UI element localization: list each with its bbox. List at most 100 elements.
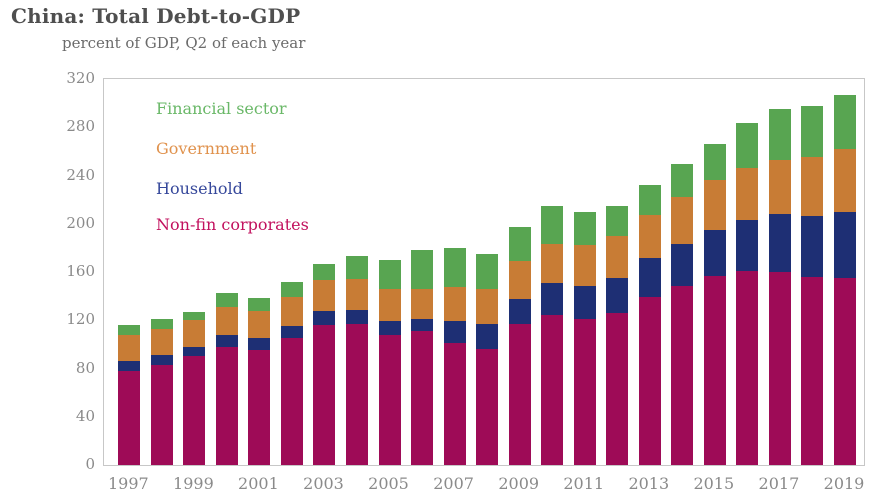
- legend-item-financial-sector: Financial sector: [156, 99, 287, 118]
- bar-2019: [833, 95, 856, 465]
- bar-2007: [443, 247, 466, 465]
- x-tick-label-2015: 2015: [693, 474, 735, 493]
- bar-2006: [411, 250, 434, 465]
- bar-segment-2014-government: [671, 197, 694, 244]
- bar-segment-2000-financial-sector: [215, 292, 238, 308]
- bar-segment-2006-household: [411, 319, 434, 332]
- bar-2012: [606, 206, 629, 465]
- bar-segment-2013-government: [638, 214, 661, 259]
- bar-segment-2013-financial-sector: [638, 184, 661, 215]
- bar-2016: [736, 123, 759, 465]
- bar-segment-1997-government: [118, 334, 141, 362]
- bar-segment-2003-household: [313, 310, 336, 325]
- y-tick-label-160: 160: [66, 262, 95, 280]
- bar-segment-2008-government: [476, 288, 499, 324]
- bar-segment-2015-non-fin-corporates: [703, 275, 726, 465]
- bar-segment-2019-non-fin-corporates: [833, 278, 856, 465]
- bar-segment-1998-non-fin-corporates: [150, 364, 173, 465]
- bar-segment-2012-financial-sector: [606, 206, 629, 237]
- bar-segment-2008-household: [476, 323, 499, 349]
- bar-segment-2004-non-fin-corporates: [346, 323, 368, 465]
- bar-segment-2007-household: [443, 320, 466, 344]
- bar-segment-2015-household: [703, 230, 726, 276]
- bar-segment-1999-government: [183, 319, 206, 347]
- bar-segment-1997-household: [118, 361, 141, 371]
- x-tick-label-1999: 1999: [173, 474, 214, 493]
- x-tick-label-2013: 2013: [628, 474, 670, 493]
- chart-title: China: Total Debt-to-GDP: [11, 4, 301, 28]
- y-tick-label-80: 80: [75, 358, 95, 377]
- plot-area: Financial sector Government Household Non-f…: [103, 78, 865, 466]
- y-tick-label-0: 0: [85, 455, 95, 473]
- bar-segment-2017-government: [768, 159, 791, 215]
- bar-segment-2010-financial-sector: [541, 206, 564, 244]
- bar-segment-2002-government: [280, 296, 303, 326]
- bar-2018: [801, 105, 824, 465]
- bar-2001: [248, 297, 271, 465]
- bar-segment-1998-household: [150, 355, 173, 365]
- legend-item-household: Household: [156, 179, 243, 198]
- bar-segment-2017-non-fin-corporates: [768, 272, 791, 465]
- bar-2002: [280, 282, 303, 465]
- bar-segment-2015-financial-sector: [703, 143, 726, 180]
- bar-segment-2015-government: [703, 179, 726, 231]
- bar-segment-2018-household: [801, 215, 824, 278]
- x-tick-label-2009: 2009: [498, 474, 540, 493]
- bar-segment-2003-government: [313, 279, 336, 311]
- bar-segment-2001-financial-sector: [248, 297, 271, 312]
- bar-segment-2004-household: [346, 310, 368, 324]
- bar-1999: [183, 311, 206, 465]
- bar-segment-2006-non-fin-corporates: [411, 331, 434, 465]
- bar-segment-2010-household: [541, 283, 564, 316]
- x-tick-label-1997: 1997: [107, 474, 149, 493]
- bar-segment-2013-non-fin-corporates: [638, 296, 661, 465]
- bar-segment-2002-non-fin-corporates: [280, 338, 303, 465]
- bar-segment-2014-financial-sector: [671, 163, 694, 198]
- legend-item-government: Government: [156, 139, 257, 158]
- bar-2011: [573, 212, 596, 465]
- chart-subtitle: percent of GDP, Q2 of each year: [62, 34, 306, 52]
- bar-segment-2003-non-fin-corporates: [313, 324, 336, 465]
- bar-segment-2016-government: [736, 167, 759, 221]
- bar-segment-2006-financial-sector: [411, 250, 434, 289]
- bar-1997: [118, 325, 141, 465]
- bar-segment-2011-financial-sector: [573, 212, 596, 245]
- x-tick-label-2005: 2005: [368, 474, 409, 493]
- bar-segment-2010-non-fin-corporates: [541, 315, 564, 465]
- bar-segment-2010-government: [541, 243, 564, 284]
- bar-segment-2001-household: [248, 338, 271, 351]
- y-tick-label-280: 280: [66, 117, 95, 136]
- bar-segment-2011-government: [573, 244, 596, 286]
- bar-2003: [313, 263, 336, 465]
- bar-segment-2009-government: [508, 260, 531, 300]
- legend-item-non-fin-corporates: Non-fin corporates: [156, 215, 309, 234]
- bar-segment-2007-financial-sector: [443, 247, 466, 287]
- bar-2005: [378, 259, 401, 465]
- bar-2000: [215, 292, 238, 465]
- x-tick-label-2007: 2007: [433, 474, 474, 493]
- bar-segment-2000-non-fin-corporates: [215, 346, 238, 465]
- bar-segment-1998-financial-sector: [150, 319, 173, 330]
- bar-segment-1997-financial-sector: [118, 325, 141, 335]
- bar-segment-2004-government: [346, 279, 368, 311]
- bar-segment-2011-non-fin-corporates: [573, 319, 596, 465]
- bar-segment-1998-government: [150, 329, 173, 356]
- bar-2014: [671, 163, 694, 465]
- bar-segment-2019-government: [833, 149, 856, 213]
- bar-segment-2004-financial-sector: [346, 255, 368, 280]
- bar-segment-2005-non-fin-corporates: [378, 334, 401, 465]
- bar-segment-2017-financial-sector: [768, 109, 791, 160]
- bar-segment-2014-household: [671, 243, 694, 286]
- bar-segment-1999-non-fin-corporates: [183, 356, 206, 465]
- bar-segment-2013-household: [638, 258, 661, 297]
- bar-segment-2016-financial-sector: [736, 123, 759, 168]
- y-tick-label-320: 320: [66, 69, 95, 87]
- x-tick-label-2019: 2019: [823, 474, 865, 493]
- bar-segment-2017-household: [768, 214, 791, 272]
- bar-2015: [703, 143, 726, 465]
- bar-segment-2005-financial-sector: [378, 259, 401, 289]
- bar-segment-2012-government: [606, 236, 629, 278]
- bar-2010: [541, 206, 564, 465]
- bar-segment-2006-government: [411, 288, 434, 320]
- y-tick-label-200: 200: [66, 213, 95, 232]
